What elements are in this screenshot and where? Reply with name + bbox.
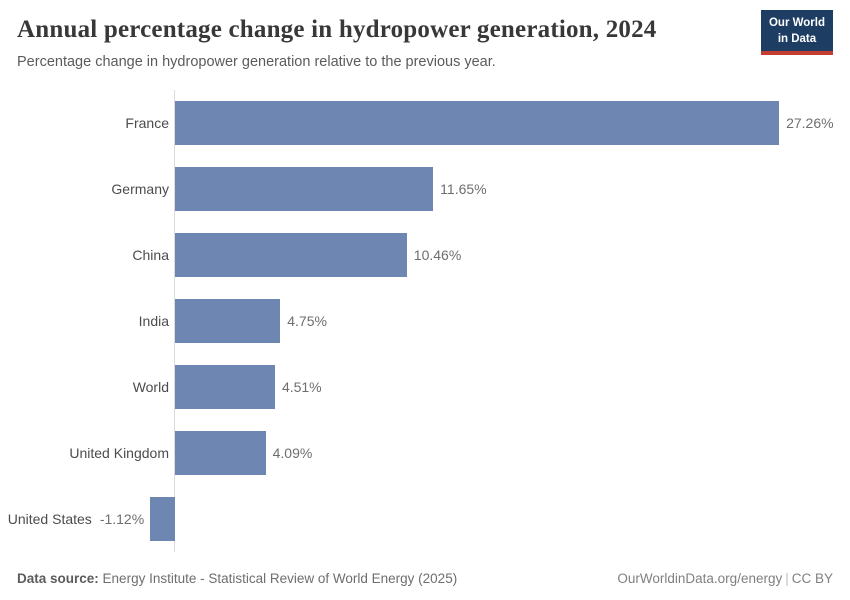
footer-attribution: OurWorldinData.org/energy | CC BY [617, 571, 833, 586]
value-label-container: 4.09% [273, 420, 313, 486]
category-label: India [138, 313, 169, 329]
row-label-zone: China [0, 222, 169, 288]
chart-row: India 4.75% [0, 288, 850, 354]
category-label: World [132, 379, 169, 395]
data-source-label: Data source: [17, 571, 99, 586]
category-label: China [132, 247, 169, 263]
bar-france[interactable] [175, 101, 780, 145]
chart-subtitle: Percentage change in hydropower generati… [17, 54, 496, 70]
footer-separator: | [785, 571, 789, 586]
row-label-zone: Germany [0, 156, 169, 222]
bar-chart: France 27.26% Germany 11.65% China 10.46% Indi… [0, 90, 850, 552]
chart-row: World 4.51% [0, 354, 850, 420]
row-label-zone: United States -1.12% [0, 486, 144, 552]
category-label: United States [7, 511, 92, 527]
bar-world[interactable] [175, 365, 275, 409]
value-label: 11.65% [440, 181, 487, 197]
value-label-container: 4.51% [282, 354, 322, 420]
row-label-zone: India [0, 288, 169, 354]
chart-row: China 10.46% [0, 222, 850, 288]
value-label: 4.51% [281, 379, 322, 395]
category-label: United Kingdom [69, 445, 169, 461]
row-label-zone: World [0, 354, 169, 420]
value-label-container: 4.75% [287, 288, 327, 354]
row-label-zone: United Kingdom [0, 420, 169, 486]
chart-footer: Data source: Energy Institute - Statisti… [17, 571, 833, 586]
chart-row: France 27.26% [0, 90, 850, 156]
data-source: Data source: Energy Institute - Statisti… [17, 571, 457, 586]
zero-axis-line [174, 90, 175, 552]
license-badge: CC BY [791, 571, 833, 586]
bar-china[interactable] [175, 233, 407, 277]
value-label: 4.75% [287, 313, 327, 329]
owid-logo-line1: Our World [768, 17, 825, 29]
owid-url-link[interactable]: OurWorldinData.org/energy [617, 571, 783, 586]
owid-logo: Our World in Data [760, 10, 833, 56]
value-label: 27.26% [786, 115, 834, 131]
category-label: Germany [111, 181, 169, 197]
value-label: 4.09% [272, 445, 313, 461]
bar-india[interactable] [175, 299, 281, 343]
category-label: France [125, 115, 169, 131]
value-label: 10.46% [413, 247, 462, 263]
bar-united-states[interactable] [150, 497, 175, 541]
bar-united-kingdom[interactable] [175, 431, 266, 475]
value-label: -1.12% [99, 511, 145, 527]
chart-row: United Kingdom 4.09% [0, 420, 850, 486]
value-label-container: 11.65% [440, 156, 486, 222]
owid-logo-line2: in Data [777, 32, 817, 45]
chart-row: Germany 11.65% [0, 156, 850, 222]
value-label-container: 10.46% [414, 222, 461, 288]
value-label-container: 27.26% [786, 90, 833, 156]
chart-row: United States -1.12% [0, 486, 850, 552]
data-source-text: Energy Institute - Statistical Review of… [102, 571, 458, 586]
chart-title: Annual percentage change in hydropower g… [17, 16, 657, 43]
chart-header: Annual percentage change in hydropower g… [17, 15, 750, 72]
row-label-zone: France [0, 90, 169, 156]
bar-germany[interactable] [175, 167, 434, 211]
